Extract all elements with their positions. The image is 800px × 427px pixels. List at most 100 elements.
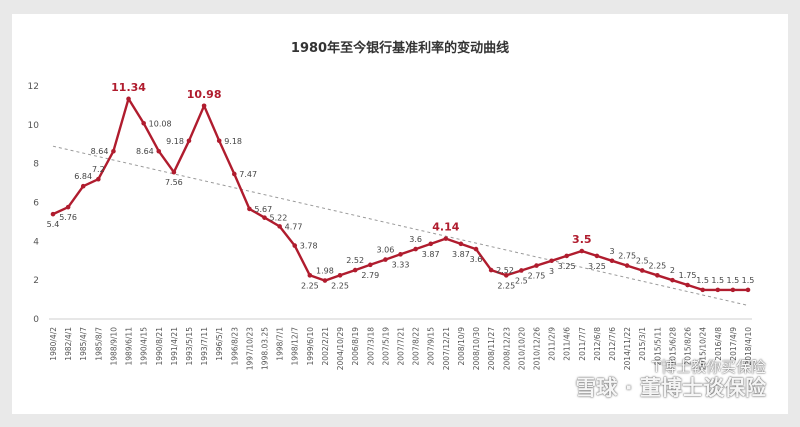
data-label-26: 4.14 bbox=[432, 221, 459, 234]
data-label-36: 3.25 bbox=[588, 262, 606, 271]
data-point-30 bbox=[503, 273, 509, 278]
data-label-27: 3.87 bbox=[452, 250, 470, 259]
x-tick-label-41: 2015/6/28 bbox=[668, 327, 677, 366]
x-tick-label-35: 2011/7/7 bbox=[578, 327, 587, 361]
data-label-42: 1.75 bbox=[679, 271, 697, 280]
data-point-10 bbox=[201, 103, 207, 109]
data-point-22 bbox=[383, 257, 388, 262]
data-label-29: 2.52 bbox=[496, 266, 514, 275]
x-tick-label-43: 2015/10/24 bbox=[699, 327, 708, 370]
data-label-34: 3.25 bbox=[558, 262, 576, 271]
data-point-38 bbox=[624, 263, 630, 268]
data-point-1 bbox=[65, 204, 71, 210]
data-point-13 bbox=[247, 206, 252, 212]
data-label-38: 2.75 bbox=[618, 252, 636, 261]
data-label-41: 2 bbox=[670, 266, 675, 275]
data-label-16: 3.78 bbox=[300, 242, 318, 251]
x-tick-label-14: 1998.03.25 bbox=[261, 327, 270, 370]
x-tick-label-29: 2008/11/27 bbox=[487, 327, 496, 370]
x-tick-label-6: 1990/4/15 bbox=[140, 327, 149, 366]
watermark-line1: T博士教你买保险 bbox=[651, 358, 766, 376]
x-tick-label-44: 2016/4/8 bbox=[714, 327, 723, 361]
data-point-44 bbox=[715, 287, 721, 293]
data-point-2 bbox=[80, 183, 86, 189]
data-point-25 bbox=[428, 241, 434, 247]
data-label-22: 3.06 bbox=[376, 246, 394, 255]
data-point-33 bbox=[549, 258, 554, 264]
data-point-42 bbox=[685, 282, 690, 288]
data-point-21 bbox=[367, 262, 373, 268]
x-tick-label-23: 2007/7/21 bbox=[397, 327, 406, 366]
data-point-15 bbox=[277, 224, 282, 229]
x-tick-label-42: 2015/8/26 bbox=[684, 327, 693, 366]
x-tick-label-8: 1991/4/21 bbox=[170, 327, 179, 366]
data-label-45: 1.5 bbox=[727, 276, 740, 285]
data-point-23 bbox=[398, 252, 403, 257]
data-point-17 bbox=[307, 273, 313, 278]
data-label-14: 5.22 bbox=[270, 214, 288, 223]
x-tick-layer: 1980/4/2 1982/4/1 1985/4/7 1985/8/7 1988/9/1… bbox=[49, 327, 753, 370]
data-point-7 bbox=[156, 148, 162, 154]
data-label-39: 2.5 bbox=[636, 256, 649, 265]
data-point-5 bbox=[126, 96, 131, 102]
data-point-24 bbox=[413, 246, 418, 252]
x-tick-label-21: 2007/3/18 bbox=[366, 327, 375, 366]
x-tick-label-4: 1988/9/10 bbox=[109, 327, 118, 366]
data-point-8 bbox=[171, 169, 177, 175]
data-point-28 bbox=[473, 246, 479, 252]
data-label-17: 2.25 bbox=[301, 281, 319, 290]
x-tick-label-32: 2010/12/26 bbox=[532, 327, 541, 370]
data-label-8: 7.56 bbox=[165, 178, 183, 187]
trendline bbox=[52, 145, 749, 306]
data-label-3: 7.2 bbox=[92, 165, 105, 174]
x-tick-label-10: 1993/7/11 bbox=[200, 327, 209, 366]
x-tick-label-17: 1999/6/10 bbox=[306, 327, 315, 366]
data-point-19 bbox=[337, 273, 343, 278]
series-layer bbox=[50, 96, 751, 293]
x-tick-label-38: 2014/11/22 bbox=[623, 327, 632, 370]
data-label-28: 3.6 bbox=[470, 255, 483, 264]
data-label-9: 9.18 bbox=[166, 137, 184, 146]
trendline-layer bbox=[52, 145, 749, 306]
x-tick-label-45: 2017/4/9 bbox=[729, 327, 738, 361]
data-label-layer: 5.45.76 6.847.2 8.64 11.34 10.08 8.64 7.56 9.18… bbox=[47, 81, 755, 290]
x-tick-label-31: 2010/10/20 bbox=[517, 327, 526, 370]
y-tick-label-5: 10 bbox=[28, 121, 40, 131]
chart-title: 1980年至今银行基准利率的变动曲线 bbox=[291, 40, 509, 56]
data-point-16 bbox=[292, 243, 298, 248]
data-label-2: 6.84 bbox=[74, 172, 92, 181]
x-tick-label-13: 1997/10/23 bbox=[245, 327, 254, 370]
data-label-13: 5.67 bbox=[254, 205, 272, 214]
data-point-39 bbox=[639, 268, 645, 273]
data-label-25: 3.87 bbox=[422, 250, 440, 259]
x-tick-label-34: 2011/4/6 bbox=[563, 327, 572, 361]
data-label-6: 10.08 bbox=[149, 119, 172, 128]
x-tick-label-16: 1998/12/7 bbox=[291, 327, 300, 366]
x-tick-label-27: 2008/10/9 bbox=[457, 327, 466, 366]
data-point-41 bbox=[670, 277, 675, 283]
x-tick-label-46: 2018/4/10 bbox=[744, 327, 753, 366]
data-label-30: 2.25 bbox=[497, 281, 515, 290]
data-point-37 bbox=[609, 258, 615, 264]
x-tick-label-30: 2008/12/23 bbox=[502, 327, 511, 370]
x-tick-label-3: 1985/8/7 bbox=[94, 327, 103, 361]
data-point-4 bbox=[111, 148, 116, 154]
data-point-26 bbox=[443, 236, 449, 241]
watermark: T博士教你买保险 雪球 · 董博士谈保险 bbox=[575, 358, 766, 400]
x-tick-label-33: 2011/2/9 bbox=[548, 327, 557, 361]
x-tick-label-9: 1993/5/15 bbox=[185, 327, 194, 366]
x-tick-label-28: 2008/10/30 bbox=[472, 327, 481, 370]
data-point-40 bbox=[655, 273, 660, 278]
data-point-11 bbox=[216, 138, 222, 144]
data-label-1: 5.76 bbox=[59, 213, 77, 222]
data-label-21: 2.79 bbox=[361, 271, 379, 280]
x-tick-label-19: 2004/10/29 bbox=[336, 327, 345, 370]
x-tick-label-22: 2007/5/19 bbox=[381, 327, 390, 366]
data-point-6 bbox=[141, 120, 146, 126]
data-label-33: 3 bbox=[549, 267, 554, 276]
x-tick-label-37: 2012/7/6 bbox=[608, 327, 617, 361]
data-label-43: 1.5 bbox=[696, 276, 709, 285]
data-label-24: 3.6 bbox=[409, 235, 422, 244]
data-point-46 bbox=[745, 287, 751, 293]
data-point-45 bbox=[730, 287, 736, 293]
